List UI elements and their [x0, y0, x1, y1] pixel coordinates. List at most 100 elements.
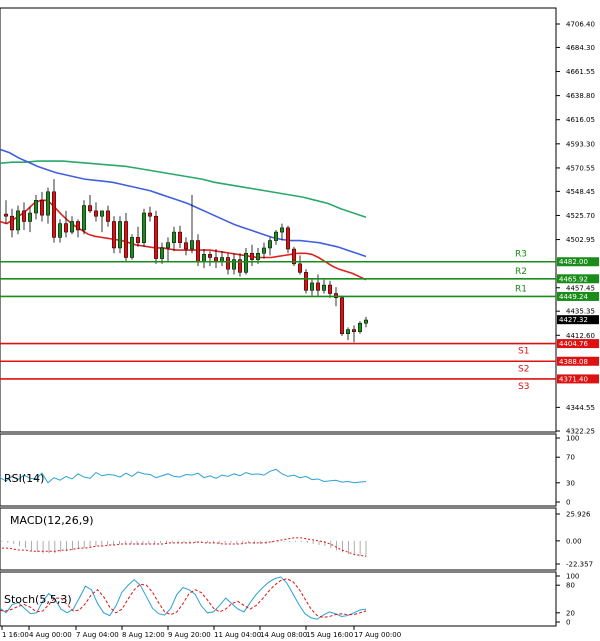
- candle: [250, 244, 254, 266]
- candle: [28, 206, 32, 233]
- candle: [232, 253, 236, 275]
- candle: [340, 295, 344, 336]
- price-tick-label: 4548.45: [566, 188, 595, 196]
- level-price-label: 4404.76: [559, 340, 588, 348]
- candle-body: [64, 223, 68, 233]
- indicator-tick-label: -22.357: [566, 561, 593, 569]
- candle-body: [112, 221, 116, 249]
- candle: [316, 274, 320, 296]
- candle-body: [196, 240, 200, 262]
- candle-body: [100, 210, 104, 217]
- level-name-s2: S2: [518, 364, 529, 374]
- time-tick-label: 9 Aug 20:00: [168, 631, 211, 639]
- candle: [106, 205, 110, 227]
- candle-body: [4, 213, 8, 217]
- candle-body: [286, 227, 290, 250]
- candle-body: [238, 259, 242, 273]
- candle-body: [40, 200, 44, 216]
- candle-body: [88, 205, 92, 212]
- level-name-s3: S3: [518, 382, 529, 392]
- candle-body: [142, 212, 146, 243]
- candle-body: [52, 191, 56, 238]
- candle-body: [274, 231, 278, 241]
- candle-body: [202, 254, 206, 262]
- candle-body: [46, 191, 50, 216]
- candle: [286, 225, 290, 254]
- current-price-label: 4427.32: [559, 316, 588, 324]
- candle-body: [82, 205, 86, 231]
- price-tick-label: 4525.70: [566, 212, 595, 220]
- candle-body: [184, 242, 188, 250]
- candle-body: [190, 240, 194, 250]
- candle: [310, 278, 314, 296]
- price-tick-label: 4322.25: [566, 428, 595, 436]
- candle: [142, 208, 146, 247]
- moving-averages: [0, 148, 367, 281]
- candle: [226, 253, 230, 275]
- price-tick-label: 4706.40: [566, 21, 595, 29]
- candle-body: [76, 221, 80, 231]
- candle-body: [160, 247, 164, 259]
- candle-body: [262, 247, 266, 254]
- candle: [112, 216, 116, 254]
- candle-body: [208, 254, 212, 258]
- candle-body: [172, 231, 176, 243]
- candle: [166, 237, 170, 262]
- rsi-line: [0, 468, 367, 484]
- level-price-box: [557, 274, 599, 284]
- price-tick-label: 4616.05: [566, 116, 595, 124]
- candle: [22, 202, 26, 230]
- level-name-r1: R1: [515, 284, 527, 294]
- time-tick-label: 15 Aug 16:00: [306, 631, 353, 639]
- candle-body: [148, 212, 152, 217]
- candle: [364, 316, 368, 328]
- level-price-label: 4371.40: [559, 375, 588, 383]
- candle: [64, 210, 68, 238]
- candle-body: [256, 253, 260, 260]
- price-tick-label: 4457.45: [566, 284, 595, 292]
- level-price-label: 4482.00: [559, 258, 588, 266]
- candle: [298, 255, 302, 275]
- indicator-tick-label: 30: [566, 479, 575, 487]
- candle-body: [154, 215, 158, 259]
- candle: [328, 280, 332, 298]
- candle-body: [94, 210, 98, 217]
- candle: [160, 242, 164, 264]
- candle: [100, 210, 104, 233]
- price-tick-label: 4412.60: [566, 332, 595, 340]
- candle-body: [136, 237, 140, 243]
- time-axis: 1 16:00 4 Aug 00:00 7 Aug 04:00 8 Aug 12:00…: [1, 626, 401, 639]
- price-tick-label: 4344.55: [566, 404, 595, 412]
- price-tick-label: 4593.30: [566, 140, 595, 148]
- candle: [94, 202, 98, 222]
- candle: [184, 237, 188, 256]
- candle: [274, 229, 278, 245]
- stoch-d-line: [0, 578, 367, 618]
- indicator-tick-label: 0.00: [566, 537, 582, 545]
- candle: [58, 219, 62, 243]
- candle: [82, 200, 86, 235]
- level-price-label: 4388.08: [559, 358, 588, 366]
- candle-body: [232, 259, 236, 270]
- candle: [280, 223, 284, 241]
- candle-body: [298, 263, 302, 273]
- level-name-r2: R2: [515, 267, 527, 277]
- candle: [10, 208, 14, 238]
- time-tick-label: 7 Aug 04:00: [76, 631, 119, 639]
- time-tick-label: 14 Aug 08:00: [260, 631, 307, 639]
- candle: [238, 253, 242, 277]
- candle: [304, 269, 308, 294]
- price-tick-label: 4570.55: [566, 164, 595, 172]
- candle-body: [352, 329, 356, 332]
- candle-body: [70, 221, 74, 233]
- candle: [118, 216, 122, 254]
- ma-slow-line: [0, 160, 367, 219]
- candle: [76, 219, 80, 238]
- macd-panel-frame: [0, 507, 557, 571]
- candle: [322, 279, 326, 294]
- indicator-tick-label: 0: [566, 619, 570, 627]
- candle: [16, 205, 20, 235]
- candle-body: [178, 231, 182, 243]
- time-tick-label: 8 Aug 12:00: [122, 631, 165, 639]
